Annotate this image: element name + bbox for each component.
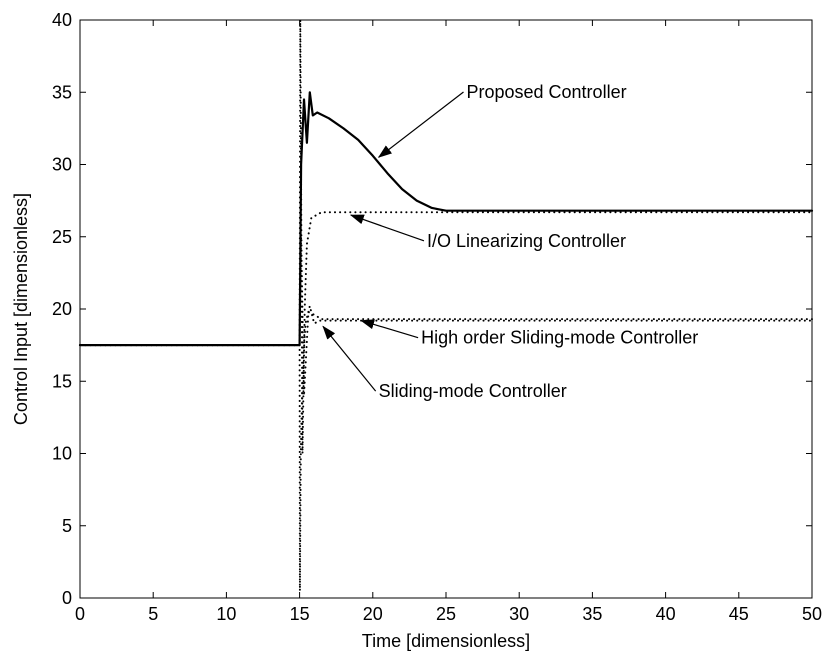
x-tick-label: 10 bbox=[216, 604, 236, 624]
y-tick-label: 25 bbox=[52, 227, 72, 247]
annotation-arrow bbox=[360, 319, 419, 339]
annotations-group: Proposed Controller I/O Linearizing Contr… bbox=[322, 82, 698, 401]
series-group bbox=[78, 19, 814, 592]
series-line-3 bbox=[79, 305, 813, 592]
series-line-0 bbox=[78, 91, 814, 347]
annotation-label: Proposed Controller bbox=[466, 82, 626, 102]
y-tick-label: 35 bbox=[52, 82, 72, 102]
annotation-label: High order Sliding-mode Controller bbox=[421, 328, 698, 348]
y-tick-label: 30 bbox=[52, 155, 72, 175]
annotation-label: Sliding-mode Controller bbox=[379, 381, 567, 401]
annotation-label: I/O Linearizing Controller bbox=[427, 231, 626, 251]
plot-area bbox=[79, 19, 813, 599]
annotation-arrow bbox=[377, 91, 464, 158]
annotation-arrow bbox=[349, 214, 425, 242]
y-tick-label: 5 bbox=[62, 516, 72, 536]
y-axis-label: Control Input [dimensionless] bbox=[11, 193, 31, 425]
x-tick-label: 15 bbox=[290, 604, 310, 624]
x-tick-label: 25 bbox=[436, 604, 456, 624]
axis-ticks: 0 5 10 15 20 25 30 35 40 45 50 0 5 10 15 20 25 30 35 40 bbox=[52, 10, 822, 624]
y-tick-label: 10 bbox=[52, 444, 72, 464]
x-tick-label: 35 bbox=[582, 604, 602, 624]
annotation-arrow bbox=[322, 325, 377, 392]
x-tick-label: 40 bbox=[656, 604, 676, 624]
y-tick-label: 20 bbox=[52, 299, 72, 319]
y-tick-label: 15 bbox=[52, 371, 72, 391]
y-tick-label: 40 bbox=[52, 10, 72, 30]
x-tick-label: 5 bbox=[148, 604, 158, 624]
x-tick-label: 30 bbox=[509, 604, 529, 624]
y-tick-label: 0 bbox=[62, 588, 72, 608]
x-tick-label: 50 bbox=[802, 604, 822, 624]
x-tick-label: 0 bbox=[75, 604, 85, 624]
x-tick-label: 45 bbox=[729, 604, 749, 624]
x-axis-label: Time [dimensionless] bbox=[362, 631, 530, 651]
x-tick-label: 20 bbox=[363, 604, 383, 624]
